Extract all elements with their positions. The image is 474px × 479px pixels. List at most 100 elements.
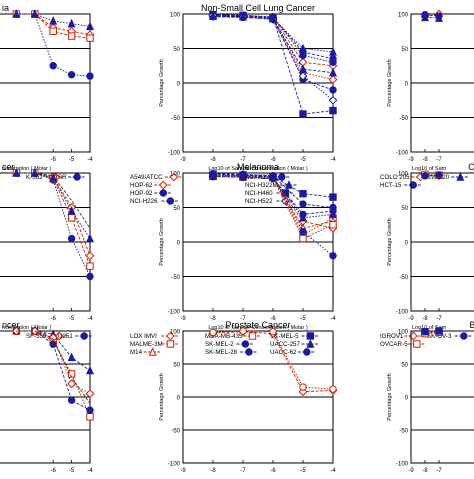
y-tick-label: -100 — [168, 462, 181, 468]
data-point — [210, 329, 216, 335]
legend-entry: SW-620 — [427, 173, 469, 181]
data-point — [330, 87, 336, 93]
legend-label: SK-MEL-28 — [205, 349, 238, 356]
data-point — [300, 228, 306, 234]
data-point — [68, 33, 74, 39]
legend-entry: NCI-H226 — [130, 198, 179, 205]
data-point — [436, 328, 442, 334]
y-tick-label: -50 — [399, 275, 408, 281]
data-point — [300, 191, 306, 197]
data-point — [87, 414, 93, 420]
legend-swatch-marker — [160, 190, 166, 196]
legend-swatch-marker — [74, 174, 80, 180]
legend-entry: SK-OV-3 — [427, 333, 473, 340]
series-nci-h23 — [210, 14, 336, 94]
data-point — [422, 328, 428, 334]
chart-title: Ov — [468, 162, 474, 172]
x-tick-label: -8 — [210, 157, 216, 163]
data-point — [68, 354, 74, 361]
x-tick-label: -8 — [210, 316, 216, 322]
series-line — [213, 15, 333, 114]
legend-label: SR — [58, 174, 67, 181]
chart-title: Non-Small Cell Lung Cancer — [201, 3, 315, 13]
data-point — [50, 63, 56, 69]
chart-title: cer — [2, 162, 15, 172]
x-tick-label: -7 — [436, 468, 442, 474]
x-tick-label: -9 — [180, 157, 186, 163]
y-tick-label: 50 — [401, 47, 408, 53]
data-point — [300, 201, 306, 207]
legend-entry: UACC-62 — [270, 349, 316, 356]
legend-label: LOX IMVI — [130, 333, 157, 340]
data-point — [68, 397, 74, 403]
data-point — [330, 48, 336, 55]
data-point — [329, 76, 336, 83]
x-tick-label: -6 — [51, 316, 57, 322]
legend-entry: U251 — [58, 333, 93, 340]
series-line — [213, 16, 333, 79]
x-tick-label: -4 — [330, 316, 336, 322]
y-axis-label: Percentage Growth — [159, 59, 165, 106]
legend-label: MALME-3M — [130, 341, 163, 348]
legend-entry: SR — [58, 174, 86, 181]
legend-label: NCI-H522 — [245, 198, 273, 205]
data-point — [422, 173, 428, 179]
y-tick-label: 0 — [405, 82, 409, 88]
data-point — [330, 194, 336, 200]
y-tick-label: -100 — [396, 310, 409, 316]
data-point — [240, 174, 246, 180]
series-nci-h460 — [210, 11, 336, 117]
legend-label: NCI-H226 — [130, 198, 158, 205]
y-axis-label: Percentage Growth — [387, 218, 393, 265]
y-axis-label: Percentage Growth — [159, 218, 165, 265]
legend-label: NCI-H322M — [245, 182, 278, 189]
series-line — [213, 16, 333, 73]
y-tick-label: -50 — [399, 116, 408, 122]
data-point — [330, 208, 336, 214]
legend-entry: SK-MEL-5 — [270, 333, 319, 340]
x-tick-label: -6 — [51, 157, 57, 163]
series-sw-620 — [422, 14, 442, 22]
legend-entry: SK-MEL-2 — [205, 341, 254, 348]
series-unlabeled-8 — [210, 12, 336, 75]
data-point — [86, 390, 93, 397]
chart-title: Br — [470, 320, 474, 330]
legend-label: HCT-15 — [380, 182, 402, 189]
data-point — [87, 407, 93, 413]
data-point — [87, 273, 93, 279]
x-tick-label: -4 — [87, 157, 93, 163]
y-tick-label: -100 — [168, 151, 181, 157]
data-point — [270, 328, 276, 334]
chart-title: ia — [2, 3, 9, 13]
x-tick-label: -9 — [180, 468, 186, 474]
legend-swatch-marker — [461, 333, 467, 339]
data-point — [330, 386, 336, 392]
legend-swatch-marker — [81, 333, 87, 339]
x-tick-label: -6 — [270, 468, 276, 474]
legend-label: NCI-H460 — [245, 190, 273, 197]
data-point — [50, 28, 56, 34]
legend-label: SK-MEL-2 — [205, 341, 234, 348]
x-tick-label: -8 — [422, 157, 428, 163]
legend-entry: HOP-62 — [130, 181, 172, 189]
x-tick-label: -9 — [408, 316, 414, 322]
y-tick-label: 50 — [173, 206, 180, 212]
legend-swatch-marker — [414, 341, 420, 347]
data-point — [270, 175, 276, 181]
y-tick-label: 100 — [170, 13, 181, 19]
x-tick-label: -5 — [300, 468, 306, 474]
y-axis-label: Percentage Growth — [387, 59, 393, 106]
y-tick-label: 50 — [173, 47, 180, 53]
legend-label: HOP-92 — [130, 190, 153, 197]
legend-swatch-marker — [160, 181, 167, 188]
x-tick-label: -5 — [69, 468, 75, 474]
y-tick-label: 50 — [173, 363, 180, 369]
data-point — [300, 235, 306, 241]
y-tick-label: 50 — [401, 206, 408, 212]
data-point — [68, 235, 74, 241]
